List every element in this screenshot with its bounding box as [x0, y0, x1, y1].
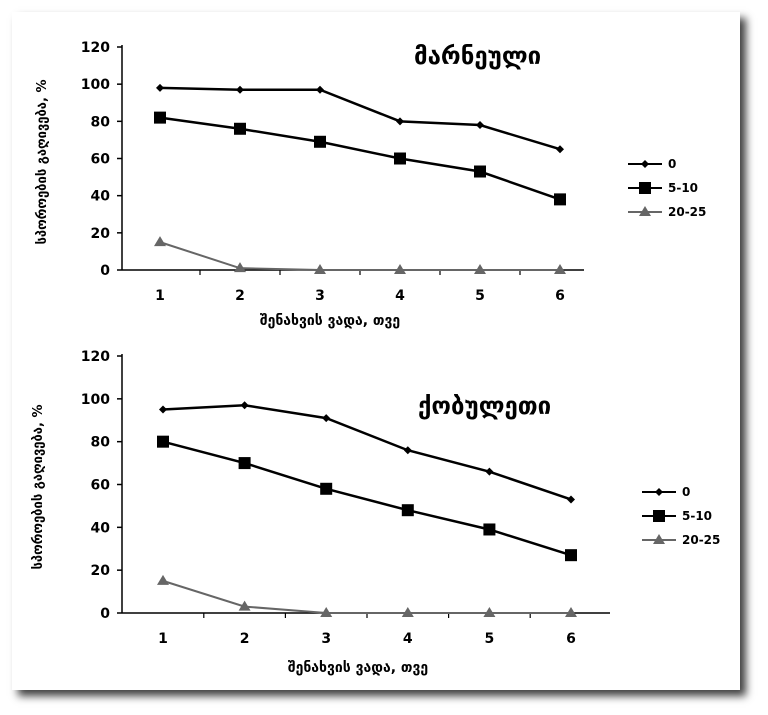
figure-card: 0 20 40 60 80 100 120 1 2 3 4 5 6 0 5-10 20-25 მარნეული შ… [12, 12, 740, 690]
data-point [234, 262, 246, 273]
data-point [483, 607, 496, 617]
legend-label: 20-25 [682, 533, 720, 547]
data-point [567, 495, 575, 504]
x-tick-label: 4 [403, 631, 413, 647]
x-tick-label: 5 [475, 288, 485, 304]
x-tick-label: 4 [395, 288, 405, 304]
data-point [156, 83, 164, 92]
x-tick-label: 6 [555, 288, 565, 304]
data-point [554, 193, 566, 206]
x-tick-label: 3 [321, 631, 331, 647]
series-line-0 [159, 86, 561, 151]
data-point [565, 549, 577, 562]
data-point [322, 414, 331, 423]
legend-marker [641, 160, 649, 168]
y-tick-label: 20 [91, 563, 111, 579]
y-tick-label: 60 [91, 478, 111, 494]
data-point [320, 607, 333, 617]
data-point [403, 446, 412, 455]
y-tick-label: 40 [91, 189, 111, 205]
data-point [556, 145, 564, 154]
y-axis-label: სპოროების გაღივება, % [31, 405, 46, 570]
y-tick-label: 0 [100, 606, 110, 622]
x-tick-label: 3 [315, 288, 325, 304]
data-point [483, 523, 496, 536]
y-tick-label: 120 [81, 40, 110, 56]
x-axis-label: შენახვის ვადა, თვე [260, 313, 400, 329]
legend-label: 0 [682, 485, 690, 499]
data-point [238, 457, 251, 470]
x-tick-label: 1 [155, 288, 165, 304]
series-line-20-25 [159, 241, 560, 271]
x-tick-label: 1 [158, 631, 168, 647]
legend-marker [655, 488, 663, 496]
data-point [565, 607, 577, 617]
legend-label: 5-10 [668, 181, 698, 195]
y-tick-label: 60 [91, 152, 111, 168]
series-line-5-10 [162, 440, 572, 557]
data-point [234, 122, 246, 135]
data-point [476, 121, 484, 130]
data-point [157, 574, 169, 585]
data-point [157, 435, 169, 448]
data-point [485, 467, 494, 476]
y-tick-label: 80 [91, 114, 111, 130]
data-point [314, 135, 326, 148]
legend-marker [653, 510, 665, 522]
series-line-20-25 [162, 579, 571, 614]
data-point [394, 152, 406, 165]
x-tick-label: 2 [240, 631, 250, 647]
legend-marker [639, 206, 651, 216]
y-tick-label: 0 [100, 263, 110, 279]
y-tick-label: 80 [91, 435, 111, 451]
x-tick-label: 6 [566, 631, 576, 647]
data-point [154, 111, 166, 124]
series-line-0 [162, 404, 572, 501]
data-point [240, 401, 249, 410]
x-tick-label: 2 [235, 288, 245, 304]
x-tick-label: 5 [485, 631, 495, 647]
y-tick-label: 20 [91, 226, 111, 242]
chart-title: ქობულეთი [418, 392, 551, 420]
data-point [394, 264, 406, 274]
x-axis-label: შენახვის ვადა, თვე [288, 660, 428, 676]
y-tick-label: 40 [91, 520, 111, 536]
legend-label: 20-25 [668, 205, 706, 219]
data-point [554, 264, 566, 274]
data-point [474, 165, 486, 178]
chart-title: მარნეული [414, 42, 541, 70]
data-point [236, 85, 244, 94]
data-point [474, 264, 486, 274]
data-point [314, 264, 326, 274]
data-point [159, 405, 167, 414]
data-point [316, 85, 324, 94]
series-line-5-10 [159, 116, 561, 201]
y-axis-label: სპოროების გაღივება, % [35, 80, 50, 245]
data-point [238, 600, 251, 611]
y-tick-label: 120 [81, 349, 110, 365]
data-point [154, 236, 166, 247]
legend-label: 0 [668, 157, 676, 171]
data-point [401, 607, 414, 617]
data-point [396, 117, 404, 126]
legend-marker [653, 534, 665, 544]
legend-label: 5-10 [682, 509, 712, 523]
data-point [401, 504, 414, 517]
data-point [320, 482, 333, 495]
y-tick-label: 100 [81, 392, 110, 408]
legend-marker [639, 182, 651, 194]
y-tick-label: 100 [81, 77, 110, 93]
